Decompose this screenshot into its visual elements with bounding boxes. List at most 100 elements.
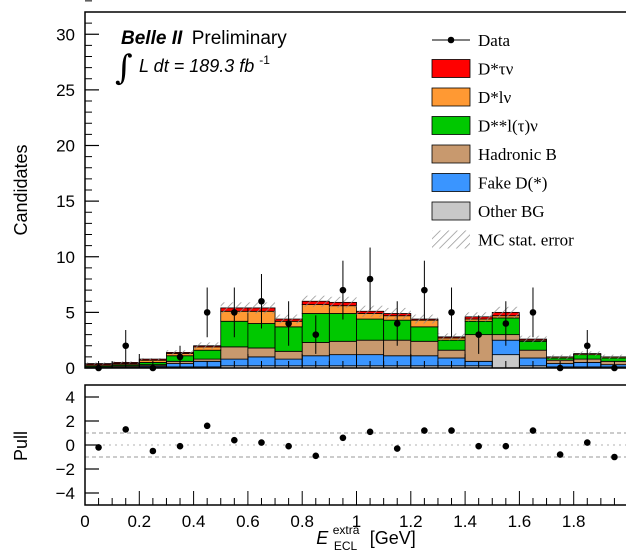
x-tick-label-1.2: 1.2 <box>399 512 423 531</box>
pull-point-9 <box>339 434 347 442</box>
bar-3-10 <box>356 318 385 341</box>
pull-y-axis-label: Pull <box>11 431 31 461</box>
pull-point-3 <box>176 442 184 450</box>
mc-error-2 <box>139 357 167 361</box>
pull-y-axis: −4 −2 0 2 4 <box>56 388 99 503</box>
x-axis-label-sup: extra <box>333 523 360 537</box>
x-axis-label-unit: [GeV] <box>370 528 416 548</box>
luminosity-text: L dt = 189.3 fb <box>139 56 254 76</box>
pull-point-17 <box>556 451 564 458</box>
bar-3-13 <box>437 339 466 351</box>
pull-point-16 <box>529 427 537 434</box>
main-panel: 0 5 10 15 20 25 30 Candidates Belle II Prelimi… <box>11 0 626 378</box>
legend-label-7: MC stat. error <box>478 231 574 250</box>
legend-label-1: D*τν <box>478 60 514 79</box>
data-point-6 <box>258 297 265 305</box>
data-point-4 <box>203 309 211 316</box>
pull-ytick-label-4: 4 <box>66 388 75 407</box>
bar-3-12 <box>410 326 439 342</box>
x-tick-label-0.4: 0.4 <box>182 512 206 531</box>
legend-swatch-3 <box>431 116 471 135</box>
pull-point-8 <box>312 452 320 460</box>
legend-label-4: Hadronic B <box>478 145 557 164</box>
data-point-3 <box>176 353 184 361</box>
pull-point-5 <box>231 436 238 444</box>
experiment-name: Belle II <box>121 28 183 49</box>
pull-point-1 <box>122 426 130 433</box>
mc-error-10 <box>356 305 384 317</box>
legend-label-5: Fake D(*) <box>478 174 547 193</box>
x-axis-label-main: E <box>316 528 329 548</box>
x-tick-label-1: 1 <box>352 512 361 531</box>
legend-swatch-1 <box>431 59 471 78</box>
x-axis-label: E extra ECL [GeV] <box>316 521 415 553</box>
pull-point-13 <box>448 427 455 434</box>
bar-2-5 <box>220 346 249 360</box>
x-tick-label-1.4: 1.4 <box>453 512 477 531</box>
pull-ytick-label-2: 2 <box>66 412 75 431</box>
status-label: Preliminary <box>192 28 288 49</box>
data-point-7 <box>285 320 292 327</box>
main-ytick-label-20: 20 <box>56 137 75 156</box>
x-tick-label-1.8: 1.8 <box>562 512 586 531</box>
luminosity-exponent: -1 <box>259 53 270 67</box>
bar-2-19 <box>600 360 626 366</box>
pull-reference-lines <box>85 432 626 458</box>
legend-swatch-6 <box>431 201 471 221</box>
legend-label-2: D*lν <box>478 88 512 107</box>
data-point-1 <box>122 342 130 350</box>
bar-2-6 <box>247 347 276 358</box>
main-y-axis: 0 5 10 15 20 25 30 <box>56 0 99 378</box>
x-tick-label-0: 0 <box>80 512 89 531</box>
legend-swatch-2 <box>431 87 471 107</box>
legend-swatch-5 <box>431 173 471 192</box>
data-point-5 <box>231 309 238 316</box>
data-point-8 <box>312 331 320 338</box>
x-tick-label-0.8: 0.8 <box>290 512 314 531</box>
data-point-18 <box>583 342 591 350</box>
bar-2-12 <box>410 340 439 357</box>
data-point-13 <box>448 309 455 316</box>
pull-point-4 <box>203 422 211 430</box>
mc-error-16 <box>519 335 547 343</box>
bar-3-16 <box>519 340 547 351</box>
pull-point-18 <box>583 439 591 446</box>
pull-ytick-label--4: −4 <box>56 484 75 503</box>
legend: Data D*τν D*lν D**l(τ)ν Hadronic B Fake D(*) O… <box>431 31 574 250</box>
mc-error-19 <box>600 354 626 360</box>
pull-points <box>95 422 618 461</box>
bar-2-16 <box>519 349 547 359</box>
legend-label-3: D**l(τ)ν <box>478 117 538 136</box>
data-point-11 <box>393 320 401 327</box>
data-point-10 <box>366 275 374 283</box>
main-ytick-label-15: 15 <box>56 192 75 211</box>
luminosity-label: L dt = 189.3 fb -1 <box>139 53 270 76</box>
data-point-12 <box>421 286 428 294</box>
legend-hatch <box>432 230 470 249</box>
pull-point-10 <box>366 428 374 436</box>
pull-point-15 <box>502 442 510 450</box>
x-tick-label-0.2: 0.2 <box>127 512 151 531</box>
experiment-label: Belle II Preliminary <box>121 28 287 49</box>
data-points <box>95 247 618 372</box>
x-axis-label-sub: ECL <box>334 539 358 553</box>
mc-error-4 <box>193 342 221 350</box>
pull-point-14 <box>475 442 482 450</box>
pull-ytick-label-0: 0 <box>66 436 75 455</box>
x-tick-label-0.6: 0.6 <box>236 512 260 531</box>
pull-point-11 <box>393 445 401 452</box>
main-ytick-label-25: 25 <box>56 81 75 100</box>
pull-point-7 <box>285 442 292 450</box>
bar-2-13 <box>437 349 466 359</box>
main-y-axis-label: Candidates <box>11 144 31 235</box>
bar-2-7 <box>274 350 303 360</box>
pull-point-0 <box>95 444 102 451</box>
data-point-9 <box>339 286 347 294</box>
data-point-14 <box>475 331 482 338</box>
bar-2-10 <box>356 339 385 356</box>
data-point-15 <box>502 320 510 327</box>
bar-3-4 <box>193 349 222 360</box>
mc-error-17 <box>546 354 574 360</box>
